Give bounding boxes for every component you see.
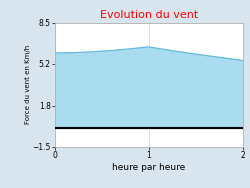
Y-axis label: Force du vent en Km/h: Force du vent en Km/h: [25, 45, 31, 124]
X-axis label: heure par heure: heure par heure: [112, 163, 186, 172]
Title: Evolution du vent: Evolution du vent: [100, 10, 198, 20]
